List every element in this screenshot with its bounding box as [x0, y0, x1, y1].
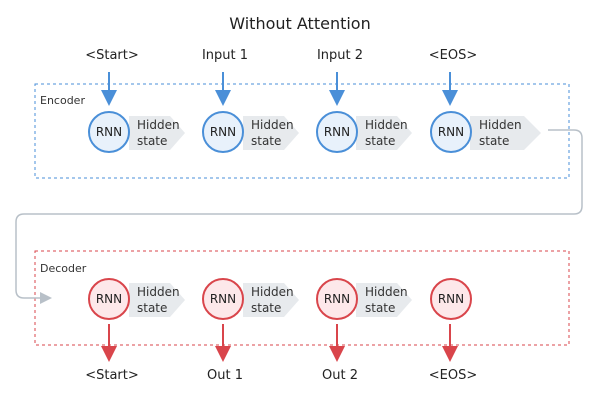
decoder-rnn-node: RNN [316, 278, 358, 320]
encoder-hidden-state-label: Hidden state [137, 118, 180, 148]
encoder-hidden-arrow-4 [470, 116, 541, 150]
decoder-hidden-state-label: Hidden state [365, 285, 408, 315]
decoder-rnn-node: RNN [202, 278, 244, 320]
encoder-hidden-state-label: Hidden state [365, 118, 408, 148]
encoder-box [34, 83, 570, 179]
encoder-input-label: <EOS> [428, 48, 478, 63]
decoder-output-label: Out 1 [207, 368, 243, 383]
encoder-input-label: Input 1 [201, 48, 249, 63]
decoder-rnn-node: RNN [430, 278, 472, 320]
encoder-hidden-state-label: Hidden state [251, 118, 294, 148]
encoder-hidden-arrow-3 [356, 116, 412, 150]
encoder-to-decoder-connector [15, 129, 583, 304]
encoder-hidden-state-label: Hidden state [479, 118, 522, 148]
decoder-label: Decoder [40, 262, 87, 275]
encoder-rnn-node: RNN [430, 111, 472, 153]
encoder-hidden-arrow-2 [243, 116, 299, 150]
encoder-input-label: <Start> [85, 48, 139, 63]
encoder-rnn-node: RNN [316, 111, 358, 153]
encoder-input-label: Input 2 [316, 48, 364, 63]
encoder-label: Encoder [40, 94, 85, 107]
decoder-output-label: <EOS> [428, 368, 478, 383]
encoder-hidden-arrow-1 [129, 116, 185, 150]
decoder-hidden-state-label: Hidden state [251, 285, 294, 315]
decoder-output-label: <Start> [85, 368, 139, 383]
diagram-title: Without Attention [229, 14, 371, 33]
encoder-rnn-node: RNN [88, 111, 130, 153]
decoder-hidden-arrow-3 [356, 283, 412, 317]
decoder-rnn-node: RNN [88, 278, 130, 320]
decoder-hidden-arrow-1 [129, 283, 185, 317]
decoder-hidden-arrow-2 [243, 283, 299, 317]
encoder-rnn-node: RNN [202, 111, 244, 153]
decoder-hidden-state-label: Hidden state [137, 285, 180, 315]
decoder-output-label: Out 2 [322, 368, 358, 383]
